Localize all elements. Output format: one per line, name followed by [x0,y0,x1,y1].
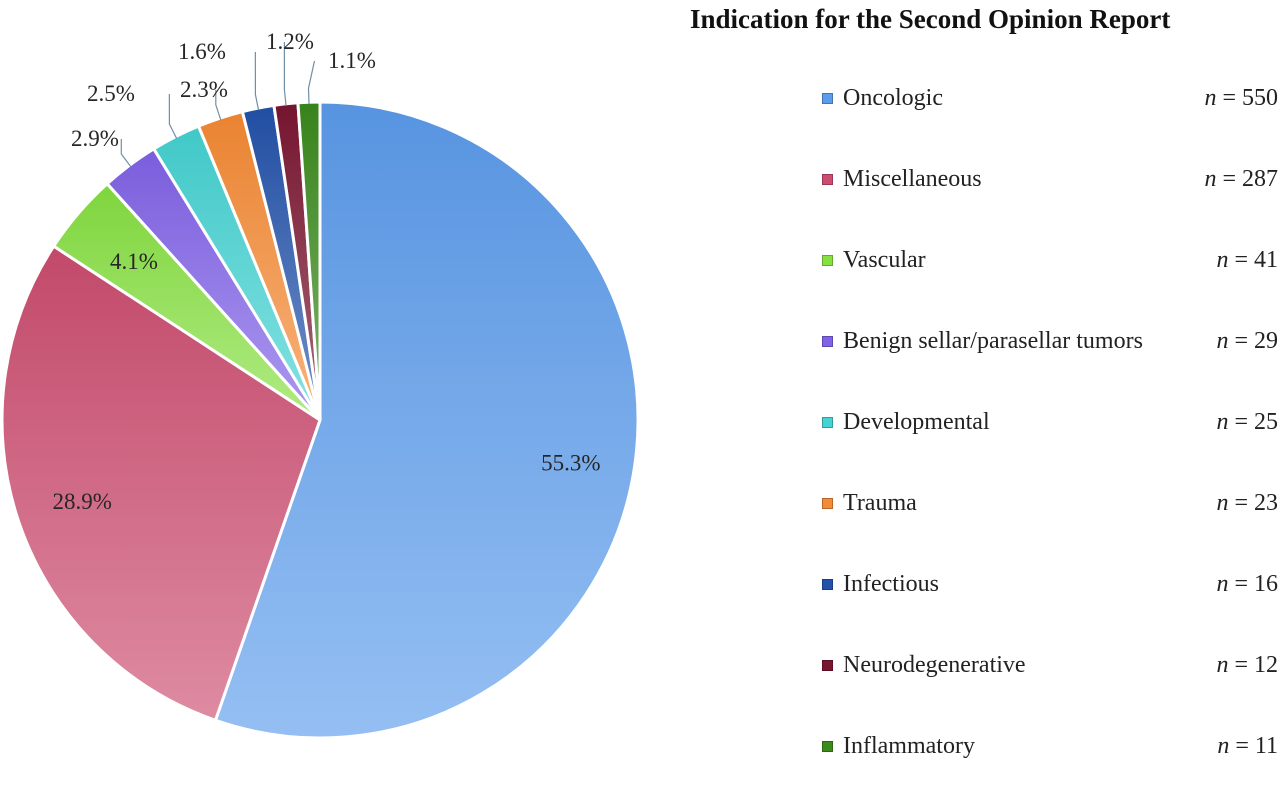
legend-item-developmental: Developmental n = 25 [822,408,1280,468]
leader-line-trauma [215,89,222,121]
legend-label: Inflammatory [843,733,975,759]
legend-count: n = 29 [1216,328,1278,354]
legend-swatch [822,579,833,590]
slice-label-miscellaneous: 28.9% [52,489,111,514]
leader-line-benign-sellar-parasellar-tumors [120,138,132,168]
leader-line-neurodegenerative [283,41,287,106]
slice-label-infectious: 1.6% [178,39,226,64]
legend-label: Oncologic [843,85,943,111]
legend-count: n = 41 [1216,247,1278,273]
pie-chart: 55.3% 28.9% 4.1% 2.9% 2.5% 2.3% 1.6% 1.2% 1.1% [0,29,640,740]
slice-label-oncologic: 55.3% [541,450,600,475]
leader-line-inflammatory [307,60,316,105]
legend-swatch [822,741,833,752]
slice-label-trauma: 2.3% [180,77,228,102]
legend-label: Miscellaneous [843,166,982,192]
legend-count: n = 25 [1216,409,1278,435]
legend-item-benign-sellar-parasellar-tumors: Benign sellar/parasellar tumors n = 29 [822,327,1280,387]
legend-item-miscellaneous: Miscellaneous n = 287 [822,165,1280,225]
slice-label-neurodegenerative: 1.2% [266,29,314,54]
legend-count: n = 12 [1216,652,1278,678]
legend-count: n = 16 [1216,571,1278,597]
legend-count: n = 550 [1204,85,1278,111]
legend-swatch [822,93,833,104]
legend-label: Vascular [843,247,926,273]
pie-slice-miscellaneous [0,244,322,723]
leader-line-developmental [168,93,178,139]
legend-item-neurodegenerative: Neurodegenerative n = 12 [822,651,1280,711]
legend-label: Developmental [843,409,990,435]
legend-label: Benign sellar/parasellar tumors [843,328,1143,354]
legend-swatch [822,498,833,509]
legend-count: n = 23 [1216,490,1278,516]
legend-item-infectious: Infectious n = 16 [822,570,1280,630]
legend-swatch [822,174,833,185]
slice-label-developmental: 2.5% [87,81,135,106]
leader-line-infectious [254,51,260,111]
legend-count: n = 287 [1204,166,1278,192]
slice-label-inflammatory: 1.1% [328,48,376,73]
chart-title: Indication for the Second Opinion Report [690,4,1171,34]
legend-swatch [822,255,833,266]
legend-item-inflammatory: Inflammatory n = 11 [822,732,1280,792]
slice-label-vascular: 4.1% [110,249,158,274]
legend-label: Infectious [843,571,939,597]
legend-label: Neurodegenerative [843,652,1026,678]
legend-swatch [822,660,833,671]
legend-label: Trauma [843,490,917,516]
legend-item-trauma: Trauma n = 23 [822,489,1280,549]
legend-item-vascular: Vascular n = 41 [822,246,1280,306]
legend-swatch [822,336,833,347]
legend-item-oncologic: Oncologic n = 550 [822,84,1280,144]
legend-count: n = 11 [1217,733,1278,759]
slice-label-benign-sellar-parasellar-tumors: 2.9% [71,126,119,151]
legend-swatch [822,417,833,428]
